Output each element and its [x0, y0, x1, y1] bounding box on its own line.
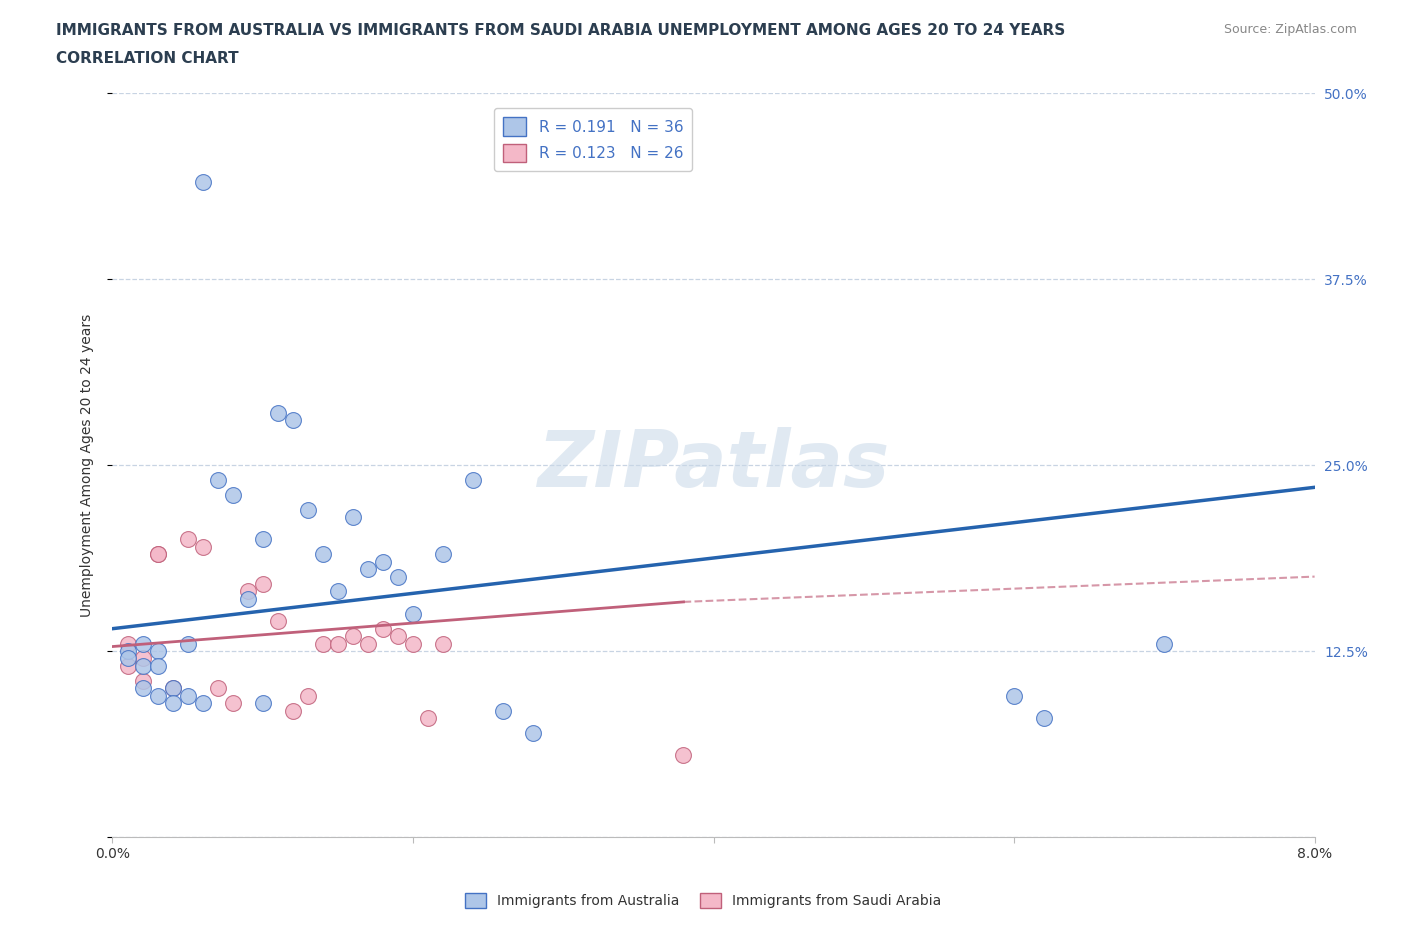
Point: [131, 658, 153, 673]
Point: [191, 539, 214, 554]
Y-axis label: Unemployment Among Ages 20 to 24 years: Unemployment Among Ages 20 to 24 years: [80, 313, 94, 617]
Point: [267, 405, 290, 420]
Text: CORRELATION CHART: CORRELATION CHART: [56, 51, 239, 66]
Point: [297, 688, 319, 703]
Point: [146, 547, 169, 562]
Point: [117, 658, 139, 673]
Point: [1153, 636, 1175, 651]
Point: [1033, 711, 1056, 725]
Point: [357, 562, 380, 577]
Text: Source: ZipAtlas.com: Source: ZipAtlas.com: [1223, 23, 1357, 36]
Point: [371, 621, 394, 636]
Point: [492, 703, 515, 718]
Point: [222, 696, 245, 711]
Point: [146, 644, 169, 658]
Legend: R = 0.191   N = 36, R = 0.123   N = 26: R = 0.191 N = 36, R = 0.123 N = 26: [495, 108, 692, 171]
Point: [357, 636, 380, 651]
Point: [252, 577, 274, 591]
Point: [402, 636, 425, 651]
Point: [326, 584, 349, 599]
Point: [117, 651, 139, 666]
Point: [131, 681, 153, 696]
Legend: Immigrants from Australia, Immigrants from Saudi Arabia: Immigrants from Australia, Immigrants fr…: [460, 888, 946, 914]
Point: [252, 532, 274, 547]
Point: [402, 606, 425, 621]
Point: [267, 614, 290, 629]
Point: [387, 569, 409, 584]
Point: [146, 688, 169, 703]
Point: [312, 547, 335, 562]
Point: [326, 636, 349, 651]
Point: [236, 584, 259, 599]
Point: [207, 472, 229, 487]
Point: [432, 547, 454, 562]
Point: [432, 636, 454, 651]
Point: [176, 532, 198, 547]
Point: [176, 636, 198, 651]
Text: IMMIGRANTS FROM AUSTRALIA VS IMMIGRANTS FROM SAUDI ARABIA UNEMPLOYMENT AMONG AGE: IMMIGRANTS FROM AUSTRALIA VS IMMIGRANTS …: [56, 23, 1066, 38]
Point: [162, 681, 184, 696]
Point: [342, 629, 364, 644]
Point: [281, 413, 304, 428]
Point: [236, 591, 259, 606]
Point: [117, 636, 139, 651]
Point: [222, 487, 245, 502]
Point: [191, 175, 214, 190]
Point: [252, 696, 274, 711]
Point: [461, 472, 484, 487]
Point: [146, 547, 169, 562]
Point: [1002, 688, 1025, 703]
Point: [146, 658, 169, 673]
Point: [387, 629, 409, 644]
Point: [672, 748, 695, 763]
Point: [312, 636, 335, 651]
Point: [281, 703, 304, 718]
Point: [162, 681, 184, 696]
Point: [131, 651, 153, 666]
Point: [117, 644, 139, 658]
Point: [371, 554, 394, 569]
Point: [131, 636, 153, 651]
Point: [191, 696, 214, 711]
Point: [207, 681, 229, 696]
Point: [162, 696, 184, 711]
Point: [416, 711, 439, 725]
Point: [297, 502, 319, 517]
Point: [342, 510, 364, 525]
Point: [522, 725, 544, 740]
Point: [131, 673, 153, 688]
Point: [176, 688, 198, 703]
Text: ZIPatlas: ZIPatlas: [537, 427, 890, 503]
